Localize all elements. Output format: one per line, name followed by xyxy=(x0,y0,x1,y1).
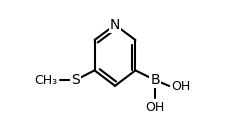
Text: B: B xyxy=(150,73,159,87)
Text: N: N xyxy=(109,18,120,32)
Text: OH: OH xyxy=(145,101,164,114)
Text: OH: OH xyxy=(171,80,190,93)
Text: S: S xyxy=(71,73,80,87)
Text: CH₃: CH₃ xyxy=(34,74,57,87)
